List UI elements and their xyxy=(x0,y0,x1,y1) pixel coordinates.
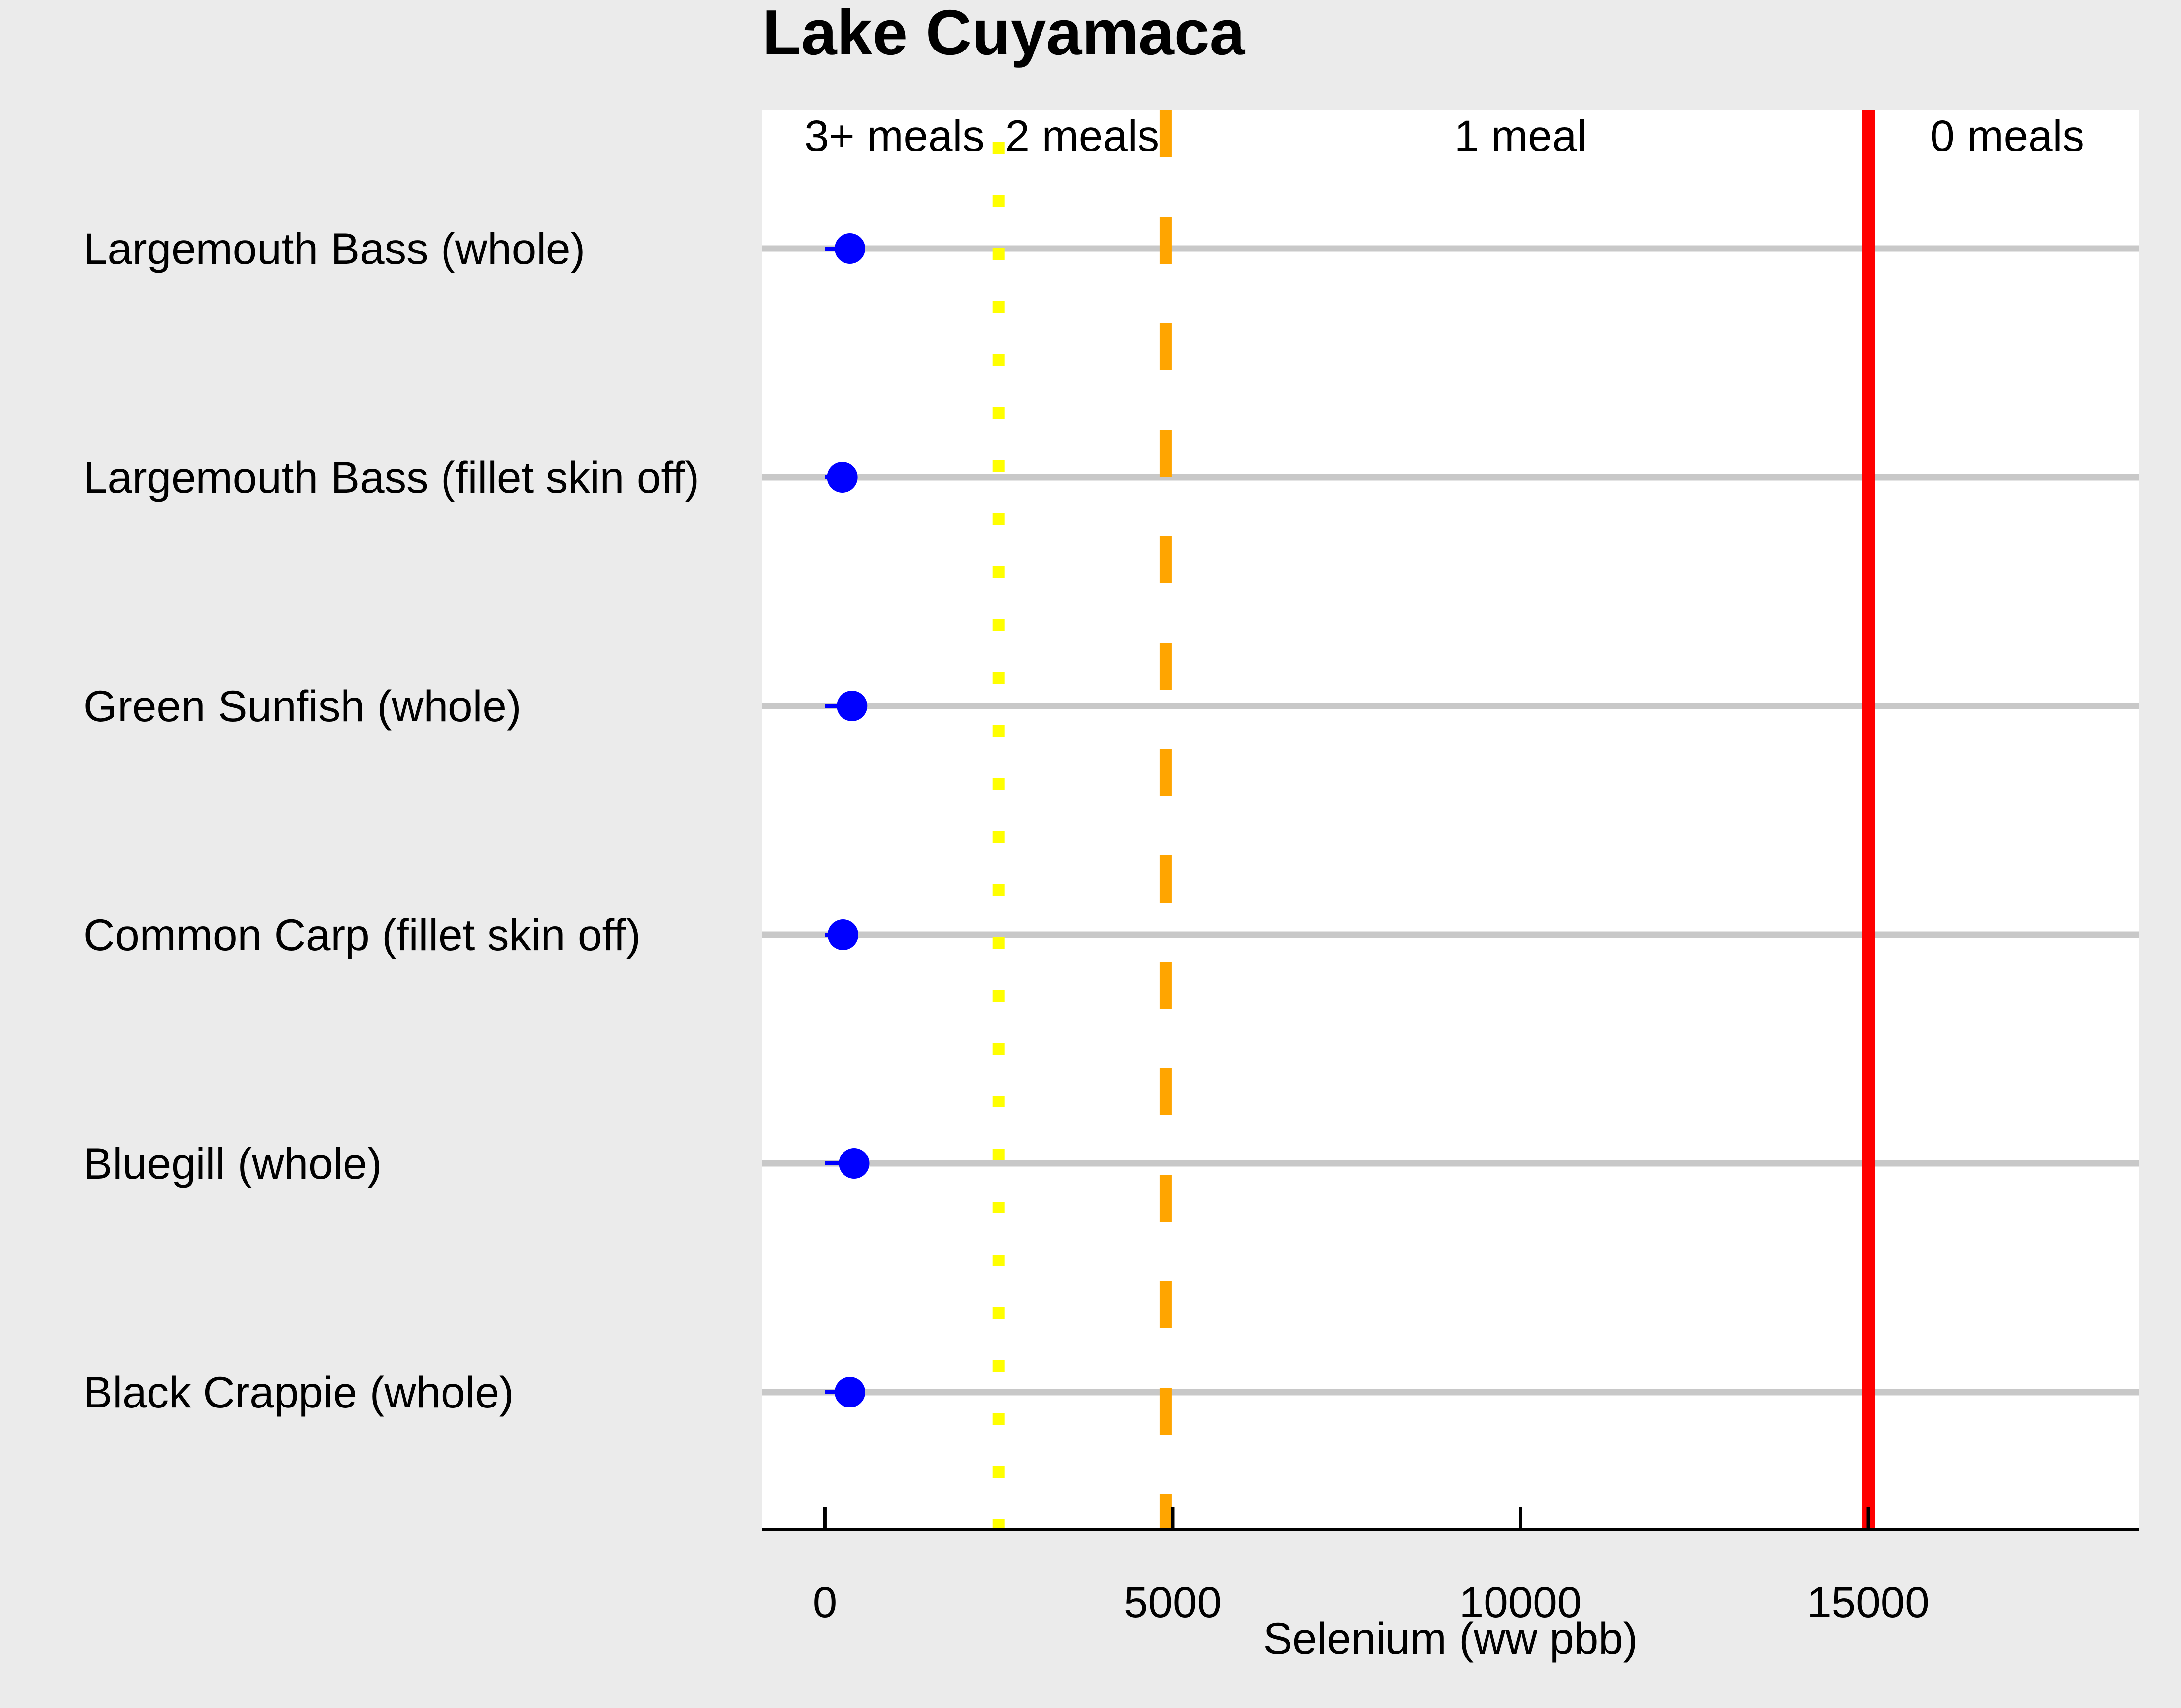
zone-labels: 3+ meals 2 meals 1 meal 0 meals xyxy=(804,111,2084,160)
category-label: Largemouth Bass (fillet skin off) xyxy=(83,452,699,502)
gridlines xyxy=(762,245,2139,1396)
x-tick-label: 10000 xyxy=(1459,1577,1582,1627)
data-point xyxy=(827,462,858,493)
data-point xyxy=(837,691,868,721)
category-label: Common Carp (fillet skin off) xyxy=(83,910,641,959)
data-point xyxy=(839,1148,870,1179)
data-point xyxy=(835,1377,866,1407)
data-point xyxy=(827,919,858,950)
threshold-lines xyxy=(992,110,1875,1529)
x-tick-label: 0 xyxy=(813,1577,838,1627)
category-label: Bluegill (whole) xyxy=(83,1139,382,1188)
data-points xyxy=(825,233,870,1407)
x-axis-ticks: 0 5000 10000 15000 xyxy=(813,1507,1930,1627)
plot-panel xyxy=(762,110,2139,1529)
category-labels: Largemouth Bass (whole) Largemouth Bass (… xyxy=(83,224,699,1417)
category-label: Black Crappie (whole) xyxy=(83,1367,514,1417)
category-label: Green Sunfish (whole) xyxy=(83,681,521,731)
category-label: Largemouth Bass (whole) xyxy=(83,224,585,273)
x-tick-label: 15000 xyxy=(1807,1577,1930,1627)
x-tick-label: 5000 xyxy=(1124,1577,1222,1627)
x-axis-title: Selenium (ww pbb) xyxy=(1263,1613,1638,1663)
data-point xyxy=(835,233,866,264)
chart-title: Lake Cuyamaca xyxy=(762,0,1246,68)
zone-label: 1 meal xyxy=(1454,111,1586,160)
zone-label: 3+ meals xyxy=(804,111,985,160)
zone-label: 0 meals xyxy=(1930,111,2084,160)
zone-label: 2 meals xyxy=(1005,111,1160,160)
